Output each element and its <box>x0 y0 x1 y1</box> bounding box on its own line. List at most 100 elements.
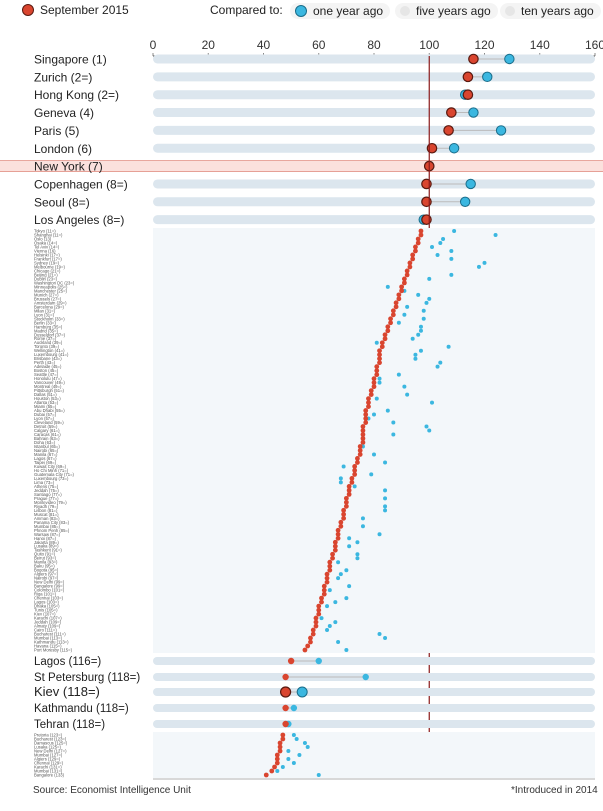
row-rail <box>153 673 595 681</box>
small-city-label: Rome (37=) <box>34 336 57 341</box>
point-current <box>272 764 277 770</box>
row-rail <box>153 179 595 189</box>
point-previous <box>418 328 423 333</box>
point-current <box>269 768 275 774</box>
point-current <box>308 639 313 645</box>
city-label: Paris (5) <box>34 124 79 138</box>
point-current <box>349 480 355 485</box>
point-current <box>324 579 330 585</box>
point-current <box>377 348 382 354</box>
point-previous <box>352 484 357 489</box>
small-city-label: Ho Chi Minh (71=) <box>34 468 69 473</box>
new-york-band <box>0 160 603 172</box>
point-previous <box>347 584 352 589</box>
city-label: Los Angeles (8=) <box>34 213 124 227</box>
city-label: Zurich (2=) <box>34 70 92 84</box>
point-current <box>321 583 327 589</box>
point-previous <box>280 765 285 769</box>
small-city-label: Lyon (57=) <box>34 416 55 421</box>
point-previous <box>291 733 296 737</box>
point-current <box>338 519 344 525</box>
row-rail <box>153 72 595 82</box>
row-rail <box>153 704 595 712</box>
point-previous <box>391 432 396 437</box>
point-current <box>277 740 283 746</box>
small-city-label: Pittsburgh (51=) <box>34 388 65 393</box>
point-previous <box>377 632 382 637</box>
point-previous <box>405 304 410 309</box>
small-city-label: Helsinki (17=) <box>34 252 60 257</box>
point-current <box>305 643 311 649</box>
small-city-label: Vienna (16) <box>34 248 56 253</box>
point-previous <box>297 753 302 757</box>
small-city-label: Honolulu (47=) <box>34 376 62 381</box>
point-current <box>366 404 371 409</box>
point-previous <box>416 332 421 337</box>
point-previous <box>338 572 343 577</box>
point-previous <box>449 248 454 253</box>
point-current <box>357 448 363 453</box>
point-previous <box>495 125 507 136</box>
point-previous <box>344 648 349 652</box>
point-previous <box>418 348 423 353</box>
small-city-label: Tashkent (91=) <box>34 548 62 553</box>
point-current <box>321 587 327 593</box>
small-city-label: Algiers (129=) <box>34 757 61 762</box>
small-city-label: Athens (75=) <box>34 484 59 489</box>
point-current <box>401 276 407 282</box>
point-previous <box>468 107 479 118</box>
small-city-label: Santiago (77=) <box>34 492 62 497</box>
point-previous <box>344 596 349 601</box>
small-city-label: Mumbai (85=) <box>34 524 61 529</box>
point-current <box>399 288 405 294</box>
point-previous <box>482 260 487 265</box>
toggle-ten-years[interactable]: ten years ago <box>500 3 601 19</box>
point-current <box>332 539 338 545</box>
point-current <box>352 464 358 469</box>
small-city-label: Osaka (14=) <box>34 240 58 245</box>
small-city-label: Boston (45=) <box>34 368 59 373</box>
point-previous <box>377 532 382 537</box>
point-current <box>385 324 391 330</box>
point-current <box>274 756 280 762</box>
small-city-label: Shanghai (11=) <box>34 232 63 237</box>
small-city-label: Mumbai (113=) <box>34 636 63 641</box>
ten-years-dot-icon <box>505 6 515 16</box>
point-previous <box>355 556 360 561</box>
point-current <box>393 304 399 310</box>
city-label: St Petersburg (118=) <box>34 672 140 684</box>
small-city-label: Toronto (39=) <box>34 344 60 349</box>
city-label: London (6) <box>34 142 92 156</box>
point-current <box>418 232 424 238</box>
point-current <box>280 732 286 738</box>
point-previous <box>286 757 291 761</box>
point-previous <box>385 408 390 413</box>
small-city-label: Stockholm (33=) <box>34 316 65 321</box>
point-previous <box>435 252 440 257</box>
small-city-label: Havana (115=) <box>34 644 62 649</box>
point-previous <box>377 376 382 381</box>
point-current <box>360 428 366 433</box>
point-current <box>363 416 369 421</box>
point-previous <box>396 320 401 325</box>
toggle-five-years[interactable]: five years ago <box>395 3 498 19</box>
toggle-five-years-label: five years ago <box>416 4 491 18</box>
point-current <box>382 336 388 342</box>
toggle-one-year[interactable]: one year ago <box>290 3 391 19</box>
point-previous <box>416 292 421 297</box>
point-current <box>363 412 369 417</box>
point-current <box>374 364 380 370</box>
row-rail <box>153 90 595 100</box>
point-previous <box>315 657 322 665</box>
point-current <box>332 543 338 549</box>
point-previous <box>374 396 379 401</box>
small-city-label: Abu Dhabi (55=) <box>34 408 65 413</box>
point-current <box>310 631 316 637</box>
small-city-label: Jeddah (109=) <box>34 620 62 625</box>
point-current <box>308 635 313 641</box>
row-rail <box>153 143 595 153</box>
toggle-ten-years-label: ten years ago <box>521 4 594 18</box>
point-current <box>388 320 393 326</box>
point-previous <box>430 400 435 405</box>
